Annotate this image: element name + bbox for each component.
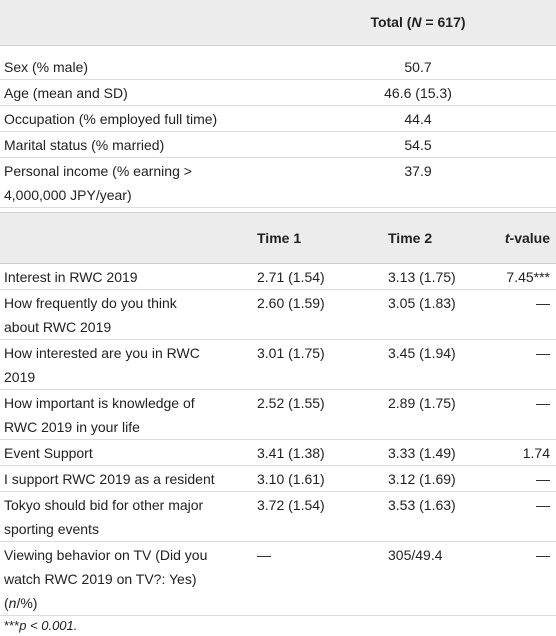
row-label: Tokyo should bid for other major sporting…: [4, 493, 249, 541]
cell-value: 3.53 (1.63): [388, 497, 456, 513]
table-row: Sex (% male) 50.7: [0, 54, 556, 80]
table-row: Event Support 3.41 (1.38) 3.33 (1.49) 1.74: [0, 440, 556, 466]
table-row: Age (mean and SD) 46.6 (15.3): [0, 80, 556, 106]
row-label: Viewing behavior on TV (Did you watch RWC…: [4, 543, 249, 615]
cell-value: 2.52 (1.55): [257, 395, 325, 411]
row-label: Occupation (% employed full time): [4, 111, 218, 127]
cell-value: 46.6 (15.3): [384, 85, 452, 101]
row-label: Interest in RWC 2019: [4, 269, 138, 285]
cell-value: 44.4: [404, 111, 432, 127]
text-line: watch RWC 2019 on TV?: Yes): [4, 571, 197, 587]
cell-value: 3.05 (1.83): [388, 295, 456, 311]
text-part: ***: [4, 618, 20, 633]
cell-value: —: [536, 295, 550, 311]
table-row: Interest in RWC 2019 2.71 (1.54) 3.13 (1.7…: [0, 264, 556, 290]
text-part: (: [4, 595, 9, 611]
table-row: How interested are you in RWC 2019 3.01 (1…: [0, 340, 556, 390]
text-line: Personal income (% earning >: [4, 163, 192, 179]
row-label: Event Support: [4, 445, 93, 461]
cell-value: —: [536, 547, 550, 563]
cell-value: 54.5: [404, 137, 432, 153]
column-header: Time 2: [388, 230, 433, 246]
cell-value: 3.72 (1.54): [257, 497, 325, 513]
cell-value: 37.9: [404, 163, 432, 179]
text-part: N: [411, 14, 422, 30]
text-line: sporting events: [4, 521, 99, 537]
row-label: How frequently do you think about RWC 201…: [4, 291, 249, 339]
cell-value: —: [536, 345, 550, 361]
cell-value: 3.01 (1.75): [257, 345, 325, 361]
cell-value: 7.45***: [506, 269, 550, 285]
cell-value: 3.12 (1.69): [388, 471, 456, 487]
cell-value: 3.45 (1.94): [388, 345, 456, 361]
text-line: 2019: [4, 369, 36, 385]
cell-value: 3.10 (1.61): [257, 471, 325, 487]
text-line: (n/%): [4, 591, 249, 615]
table-row: Tokyo should bid for other major sporting…: [0, 492, 556, 542]
text-line: How interested are you in RWC: [4, 345, 200, 361]
text-part: -value: [509, 230, 550, 246]
table-row: Occupation (% employed full time) 44.4: [0, 106, 556, 132]
cell-value: 3.13 (1.75): [388, 269, 456, 285]
cell-value: —: [536, 497, 550, 513]
column-header: Total (N = 617): [300, 10, 536, 34]
column-header: t-value: [465, 226, 550, 250]
text-part: p < 0.001.: [19, 618, 78, 633]
row-label: Marital status (% married): [4, 137, 165, 153]
cell-value: 3.41 (1.38): [257, 445, 325, 461]
text-line: RWC 2019 in your life: [4, 419, 140, 435]
table-row: Marital status (% married) 54.5: [0, 132, 556, 158]
text-line: about RWC 2019: [4, 319, 112, 335]
row-label: How interested are you in RWC 2019: [4, 341, 249, 389]
row-label: Age (mean and SD): [4, 85, 128, 101]
cell-value: 1.74: [522, 445, 550, 461]
text-line: Total (N = 617): [300, 10, 536, 34]
text-line: t-value: [465, 226, 550, 250]
text-part: n: [8, 595, 17, 611]
cell-value: 305/49.4: [388, 547, 443, 563]
table-row: Personal income (% earning > 4,000,000 JP…: [0, 158, 556, 208]
row-label: Sex (% male): [4, 59, 89, 75]
text-line: 4,000,000 JPY/year): [4, 187, 132, 203]
text-line: ***p < 0.001.: [4, 616, 77, 635]
header-row: Time 1 Time 2 t-value: [0, 212, 556, 264]
cell-value: —: [536, 471, 550, 487]
table-row: I support RWC 2019 as a resident 3.10 (1.…: [0, 466, 556, 492]
header-row: Total (N = 617): [0, 0, 556, 46]
row-label: I support RWC 2019 as a resident: [4, 471, 215, 487]
table-row: How frequently do you think about RWC 201…: [0, 290, 556, 340]
column-header: Time 1: [257, 230, 302, 246]
cell-value: 2.71 (1.54): [257, 269, 325, 285]
text-part: Total (: [370, 14, 412, 30]
table-row: Viewing behavior on TV (Did you watch RWC…: [0, 542, 556, 616]
row-label: How important is knowledge of RWC 2019 in…: [4, 391, 249, 439]
row-label: Personal income (% earning > 4,000,000 JP…: [4, 159, 294, 207]
cell-value: —: [536, 395, 550, 411]
footnote: ***p < 0.001.: [4, 616, 77, 635]
cell-value: 2.60 (1.59): [257, 295, 325, 311]
table-row: How important is knowledge of RWC 2019 in…: [0, 390, 556, 440]
cell-value: 2.89 (1.75): [388, 395, 456, 411]
text-line: How frequently do you think: [4, 295, 177, 311]
text-part: /%): [16, 595, 38, 611]
text-part: = 617): [421, 14, 466, 30]
cell-value: 3.33 (1.49): [388, 445, 456, 461]
text-line: Tokyo should bid for other major: [4, 497, 204, 513]
cell-value: —: [257, 547, 271, 563]
text-line: How important is knowledge of: [4, 395, 195, 411]
text-part: t: [504, 230, 510, 246]
cell-value: 50.7: [404, 59, 432, 75]
text-line: Viewing behavior on TV (Did you: [4, 547, 208, 563]
